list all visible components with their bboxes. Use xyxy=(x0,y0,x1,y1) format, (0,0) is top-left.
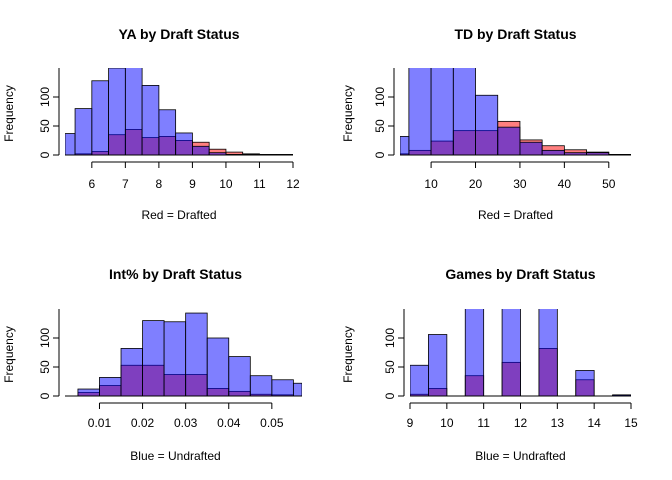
histogram-bar-undrafted xyxy=(91,80,109,156)
x-axis-label: Red = Drafted xyxy=(141,208,216,222)
histogram-bar-undrafted xyxy=(158,109,177,156)
y-axis-label: Frequency xyxy=(341,85,355,142)
x-tick-label: 0.01 xyxy=(88,416,112,430)
chart-panel-1: 0 50 100 6 7 8 9 10 11 12 YA by Draft Status Red = … xyxy=(2,26,300,222)
x-tick-label: 12 xyxy=(514,416,528,430)
x-axis-label: Red = Drafted xyxy=(478,208,553,222)
y-tick-label: 0 xyxy=(38,392,52,399)
histogram-bar-undrafted xyxy=(77,388,100,397)
histogram-bar-undrafted xyxy=(575,370,595,397)
y-tick-label: 0 xyxy=(383,392,397,399)
chart-title: Games by Draft Status xyxy=(445,266,595,282)
x-tick-label: 30 xyxy=(513,177,527,191)
histogram-bar-undrafted xyxy=(400,136,410,156)
histogram-bar-undrafted xyxy=(163,321,187,397)
y-tick-label: 100 xyxy=(38,328,52,348)
chart-panel-2: 0 50 100 10 20 30 40 50 TD by Draft Status Red = … xyxy=(341,26,631,222)
x-tick-label: 7 xyxy=(122,177,129,191)
histogram-bar-undrafted xyxy=(99,377,122,397)
x-tick-label: 20 xyxy=(469,177,483,191)
y-axis-label: Frequency xyxy=(2,85,16,142)
x-tick-label: 10 xyxy=(219,177,233,191)
histogram-bar-undrafted xyxy=(185,312,208,397)
histogram-bar-undrafted xyxy=(464,309,485,397)
y-tick-label: 100 xyxy=(383,328,397,348)
histogram-bar-undrafted xyxy=(74,108,93,156)
bars-group xyxy=(77,312,302,397)
histogram-bar-undrafted xyxy=(65,133,76,156)
x-tick-label: 0.03 xyxy=(174,416,198,430)
y-tick-label: 0 xyxy=(38,151,52,158)
x-tick-label: 13 xyxy=(551,416,565,430)
x-tick-label: 11 xyxy=(253,177,266,191)
histogram-bar-undrafted xyxy=(430,68,454,156)
histogram-bar-undrafted xyxy=(428,334,448,397)
x-tick-label: 15 xyxy=(624,416,638,430)
bars-group xyxy=(65,68,293,156)
histogram-bar-undrafted xyxy=(497,126,521,156)
histogram-bar-undrafted xyxy=(108,68,126,156)
x-tick-label: 50 xyxy=(602,177,616,191)
x-tick-label: 12 xyxy=(286,177,300,191)
chart-panel-3: 0 50 100 0.01 0.02 0.03 0.04 0.05 Int% by Draft … xyxy=(2,266,302,463)
histogram-bar-undrafted xyxy=(175,132,193,156)
bars-group xyxy=(400,68,631,156)
histogram-bar-undrafted xyxy=(192,145,210,156)
histogram-bar-undrafted xyxy=(142,320,165,397)
histogram-bar-undrafted xyxy=(519,141,543,156)
x-tick-label: 10 xyxy=(424,177,438,191)
histogram-bar-undrafted xyxy=(124,68,143,156)
histogram-bar-undrafted xyxy=(410,364,429,397)
chart-title: Int% by Draft Status xyxy=(109,266,242,282)
x-tick-label: 10 xyxy=(440,416,454,430)
x-tick-label: 40 xyxy=(558,177,572,191)
histogram-bar-undrafted xyxy=(408,68,432,156)
histogram-bar-undrafted xyxy=(271,379,294,397)
y-axis-label: Frequency xyxy=(341,326,355,383)
x-tick-label: 0.02 xyxy=(131,416,155,430)
y-tick-label: 50 xyxy=(38,360,52,374)
y-axis-label: Frequency xyxy=(2,326,16,383)
y-tick-label: 50 xyxy=(373,119,387,133)
histogram-bar-undrafted xyxy=(538,309,558,397)
histogram-bar-undrafted xyxy=(292,382,302,397)
x-axis-label: Blue = Undrafted xyxy=(130,449,220,463)
histogram-bar-undrafted xyxy=(501,309,521,397)
x-tick-label: 8 xyxy=(156,177,163,191)
histogram-bar-undrafted xyxy=(141,85,160,156)
y-tick-label: 100 xyxy=(38,87,52,107)
x-tick-label: 9 xyxy=(189,177,196,191)
chart-title: TD by Draft Status xyxy=(454,26,576,42)
y-tick-label: 100 xyxy=(373,87,387,107)
chart-panel-4: 0 50 100 9 10 11 12 13 14 15 Games by Draft Status… xyxy=(341,266,638,463)
y-tick-label: 0 xyxy=(373,151,387,158)
x-tick-label: 9 xyxy=(407,416,414,430)
histogram-bar-undrafted xyxy=(475,94,499,156)
x-tick-label: 14 xyxy=(587,416,601,430)
histogram-bar-undrafted xyxy=(120,348,143,397)
x-tick-label: 0.05 xyxy=(260,416,284,430)
x-axis-label: Blue = Undrafted xyxy=(475,449,565,463)
histogram-bar-undrafted xyxy=(452,68,476,156)
histogram-bar-undrafted xyxy=(541,149,565,156)
x-tick-label: 11 xyxy=(477,416,490,430)
histogram-bar-undrafted xyxy=(228,356,251,397)
histogram-bar-undrafted xyxy=(206,337,230,397)
histogram-bar-undrafted xyxy=(249,375,273,397)
y-tick-label: 50 xyxy=(383,360,397,374)
x-tick-label: 6 xyxy=(88,177,95,191)
x-tick-label: 0.04 xyxy=(217,416,241,430)
chart-title: YA by Draft Status xyxy=(118,26,239,42)
bars-group xyxy=(410,309,631,397)
y-tick-label: 50 xyxy=(38,119,52,133)
